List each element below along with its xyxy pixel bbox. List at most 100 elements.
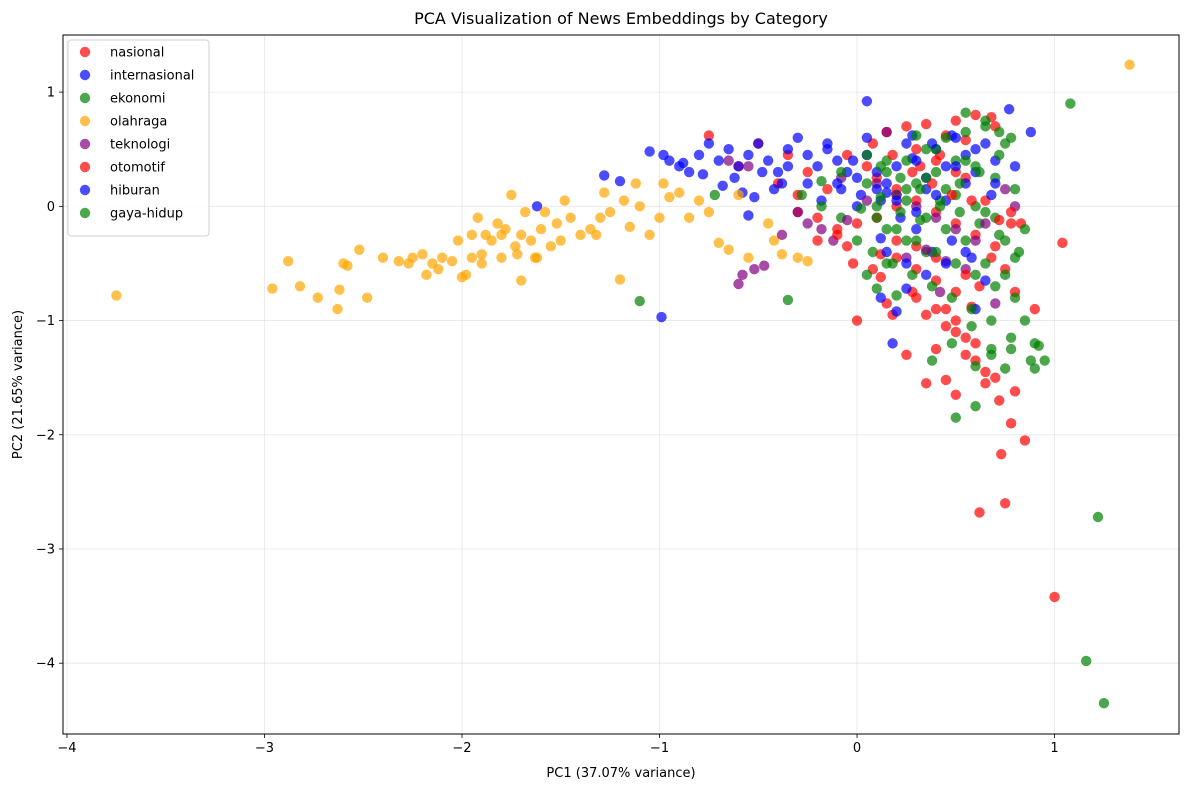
data-point xyxy=(920,244,932,255)
data-point xyxy=(723,155,734,166)
data-point xyxy=(733,278,744,290)
data-point xyxy=(466,229,478,241)
data-point xyxy=(604,206,616,218)
data-point xyxy=(920,118,932,130)
data-point xyxy=(986,189,997,201)
y-tick-label: −2 xyxy=(36,428,55,443)
data-point xyxy=(1098,697,1110,709)
data-point xyxy=(816,223,827,235)
data-point xyxy=(282,255,294,267)
data-point xyxy=(970,144,981,155)
data-point xyxy=(901,195,912,206)
legend-item-nasional: nasional xyxy=(79,46,164,61)
legend-label: nasional xyxy=(110,46,164,61)
data-point xyxy=(861,96,873,107)
data-point xyxy=(980,258,991,269)
data-point xyxy=(452,235,464,246)
data-point xyxy=(654,212,665,223)
data-point xyxy=(891,161,902,172)
data-point xyxy=(974,166,985,178)
legend-marker xyxy=(79,138,91,150)
data-point xyxy=(999,269,1011,281)
data-point xyxy=(881,126,892,138)
data-point xyxy=(960,269,971,281)
data-point xyxy=(693,195,705,206)
data-point xyxy=(990,241,1001,252)
series-olahraga xyxy=(111,59,1135,315)
data-point xyxy=(911,144,922,155)
data-point xyxy=(940,374,952,386)
data-point xyxy=(361,292,373,303)
data-point xyxy=(776,249,788,260)
data-point xyxy=(970,361,981,372)
y-tick-label: 0 xyxy=(47,200,55,215)
data-point xyxy=(723,244,734,255)
data-point xyxy=(575,229,586,241)
data-point xyxy=(930,189,942,201)
data-point xyxy=(1019,223,1031,235)
data-point xyxy=(950,161,961,172)
y-axis-label: PC2 (21.65% variance) xyxy=(11,310,26,459)
data-point xyxy=(312,292,324,303)
data-point xyxy=(881,223,892,235)
data-point xyxy=(476,258,487,269)
data-point xyxy=(693,149,705,161)
data-point xyxy=(946,235,958,246)
data-point xyxy=(887,338,898,349)
series-ekonomi xyxy=(634,98,1110,709)
data-point xyxy=(759,260,770,271)
legend: nasional internasional ekonomi olahraga tekn… xyxy=(67,39,210,237)
legend-marker xyxy=(79,69,91,81)
data-point xyxy=(990,178,1001,189)
data-point xyxy=(792,206,803,218)
data-point xyxy=(960,126,971,138)
data-point xyxy=(510,241,521,252)
data-point xyxy=(980,366,991,378)
data-point xyxy=(940,321,952,332)
data-point xyxy=(881,246,892,258)
data-point xyxy=(970,109,981,121)
y-tick-label: −3 xyxy=(36,542,55,557)
data-point xyxy=(749,191,760,203)
data-point xyxy=(516,229,527,241)
data-point xyxy=(836,166,847,178)
data-point xyxy=(901,138,912,149)
data-point xyxy=(595,212,606,223)
data-point xyxy=(960,235,971,246)
data-point xyxy=(940,303,952,315)
data-point xyxy=(901,349,912,361)
data-point xyxy=(417,249,428,260)
data-point xyxy=(875,233,886,244)
data-point xyxy=(994,149,1005,161)
data-point xyxy=(881,166,892,178)
data-point xyxy=(492,218,503,229)
data-point xyxy=(875,191,886,203)
data-point xyxy=(960,155,971,166)
data-point xyxy=(796,189,807,201)
data-point xyxy=(792,252,803,263)
legend-label: teknologi xyxy=(110,138,170,153)
data-point xyxy=(614,175,626,187)
data-point xyxy=(768,183,780,195)
data-point xyxy=(551,218,563,229)
data-point xyxy=(634,295,645,307)
data-point xyxy=(996,448,1007,460)
data-point xyxy=(960,107,971,118)
data-point xyxy=(907,166,918,178)
legend-label: internasional xyxy=(110,69,194,84)
x-tick-label: −2 xyxy=(452,741,471,756)
plot-frame xyxy=(62,34,1180,735)
data-point xyxy=(792,132,803,143)
legend-label: ekonomi xyxy=(110,92,166,107)
data-point xyxy=(802,218,813,229)
data-point xyxy=(1005,332,1017,343)
data-point xyxy=(861,149,873,161)
data-point xyxy=(520,206,531,218)
legend-item-ekonomi: ekonomi xyxy=(79,92,166,107)
data-point xyxy=(901,183,912,195)
data-point xyxy=(433,263,444,275)
ticks-layer: −4 −3 −2 −1 0 1 −4 −3 −2 −1 0 1 xyxy=(36,86,1059,756)
data-point xyxy=(999,138,1011,149)
data-point xyxy=(901,235,912,246)
